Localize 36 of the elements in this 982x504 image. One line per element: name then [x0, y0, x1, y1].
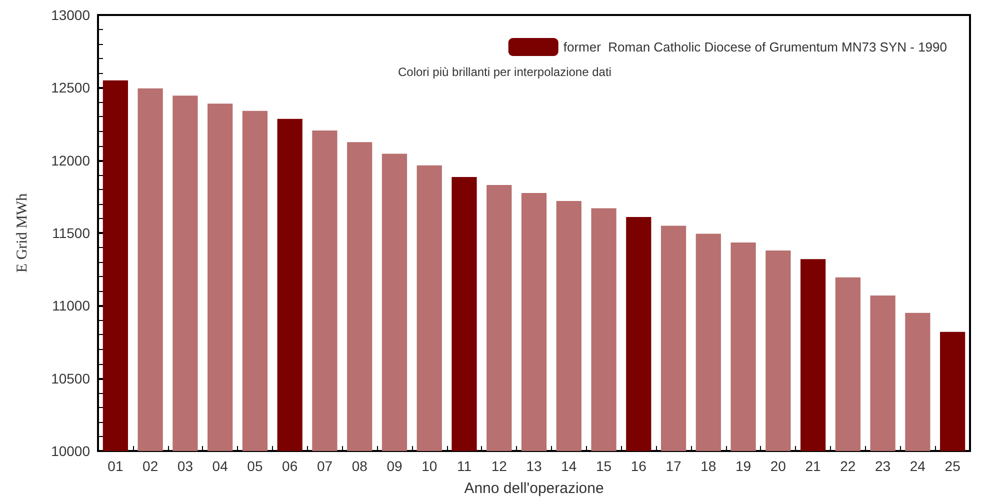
x-tick-label: 12 — [491, 458, 508, 474]
x-axis-title: Anno dell'operazione — [464, 480, 604, 497]
x-tick-label: 08 — [352, 458, 368, 474]
y-tick-label: 11000 — [52, 298, 90, 314]
x-tick-label: 07 — [316, 458, 333, 474]
x-tick-label: 11 — [456, 458, 472, 474]
x-tick-label: 04 — [212, 458, 228, 474]
x-tick-label: 23 — [875, 458, 891, 474]
x-tick-label: 22 — [840, 458, 856, 474]
x-tick-label: 15 — [596, 458, 612, 474]
x-tick-label: 18 — [700, 458, 716, 474]
x-tick-label: 16 — [630, 458, 647, 474]
x-tick-label: 25 — [944, 458, 961, 474]
x-tick-label: 01 — [108, 458, 124, 474]
x-tick-label: 19 — [735, 458, 752, 474]
x-tick-label: 10 — [422, 458, 438, 474]
x-tick-label: 14 — [561, 458, 577, 474]
x-tick-label: 20 — [770, 458, 786, 474]
y-tick-label: 12000 — [51, 152, 90, 168]
y-tick-label: 12500 — [51, 80, 90, 96]
x-tick-label: 17 — [666, 458, 682, 474]
y-axis-title: E Grid MWh — [14, 192, 30, 273]
x-tick-label: 02 — [142, 458, 158, 474]
x-tick-label: 13 — [526, 458, 542, 474]
y-tick-label: 11500 — [52, 225, 90, 241]
legend-label: former Roman Catholic Diocese of Grumentum MN73 SYN - 1990 — [563, 40, 948, 54]
x-tick-label: 03 — [177, 458, 194, 474]
y-tick-label: 13000 — [51, 7, 90, 23]
x-tick-label: 24 — [910, 458, 926, 474]
x-tick-label: 09 — [386, 458, 402, 474]
y-tick-label: 10000 — [51, 443, 90, 459]
y-tick-label: 10500 — [51, 370, 90, 386]
annotation: Colori più brillanti per interpolazione dati — [398, 65, 612, 79]
x-tick-label: 06 — [282, 458, 298, 474]
x-tick-label: 21 — [805, 458, 822, 474]
x-tick-label: 05 — [247, 458, 263, 474]
